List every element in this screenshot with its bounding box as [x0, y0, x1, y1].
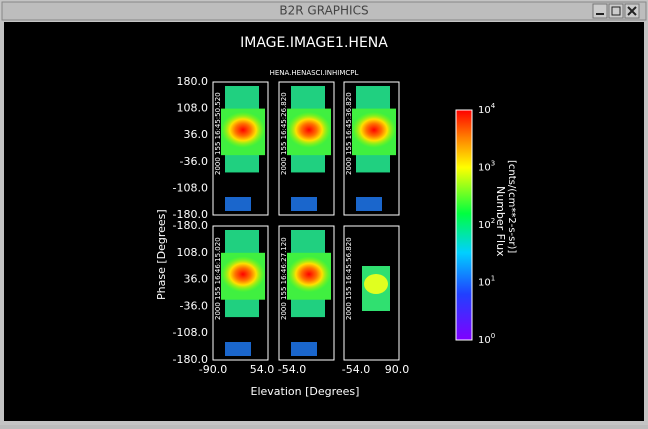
colorbar-label: 102 — [478, 217, 495, 231]
y-tick-label: 180.0 — [177, 75, 209, 88]
colorbar-label-exp: 0 — [491, 332, 495, 340]
y-tick-label: 36.0 — [184, 273, 209, 286]
colorbar-label: 101 — [478, 275, 495, 289]
panel-time: 2000 155 16:45:36.820 — [345, 92, 353, 175]
colorbar-label-base: 10 — [478, 278, 491, 289]
x-tick-label: 90.0 — [385, 363, 410, 376]
heat-core — [287, 256, 331, 293]
y-tick-label: 108.0 — [177, 246, 209, 259]
panel-time: 2000 155 16:46:27.120 — [280, 237, 288, 320]
colorbar — [455, 109, 473, 341]
plot-area: 2000 155 16:45:50.520 2000 155 16:45:26.8… — [173, 75, 496, 376]
panel-time: 2000 155 16:46:15.020 — [214, 237, 222, 320]
heat-tail — [356, 197, 382, 211]
panel: 2000 155 16:45:36.820 — [343, 81, 400, 216]
y-tick-label: 108.0 — [177, 102, 209, 115]
heat-core — [364, 274, 388, 294]
y-tick-label: -108.0 — [173, 326, 208, 339]
x-tick-label: 54.0 — [250, 363, 275, 376]
heat-core — [352, 111, 396, 148]
x-tick-label: -54.0 — [278, 363, 306, 376]
panel: 2000 155 16:46:15.020 — [212, 225, 269, 361]
colorbar-label: 103 — [478, 160, 495, 174]
window-title: B2R GRAPHICS — [279, 4, 368, 18]
panel: 2000 155 16:45:56.820 — [343, 225, 400, 361]
x-tick-label: -54.0 — [342, 363, 370, 376]
heat-core — [221, 256, 265, 293]
y-tick-label: -180.0 — [173, 353, 208, 366]
heat-core — [287, 111, 331, 148]
panel-time: 2000 155 16:45:26.820 — [280, 92, 288, 175]
colorbar-units: [cnts/(cm**2-s-sr)] — [506, 160, 517, 253]
colorbar-label-base: 10 — [478, 105, 491, 116]
y-label: Phase [Degrees] — [155, 209, 168, 300]
panel-time: 2000 155 16:45:50.520 — [214, 92, 222, 175]
y-tick-label: -36.0 — [180, 155, 208, 168]
colorbar-label-exp: 3 — [491, 160, 495, 168]
panel-time: 2000 155 16:45:56.820 — [345, 237, 353, 320]
title-bar — [1, 1, 647, 21]
y-tick-label: -108.0 — [173, 181, 208, 194]
colorbar-label-exp: 4 — [491, 102, 496, 110]
colorbar-label-exp: 2 — [491, 217, 495, 225]
heat-tail — [291, 197, 317, 211]
x-label: Elevation [Degrees] — [251, 385, 360, 398]
colorbar-label: 104 — [478, 102, 496, 116]
panel: 2000 155 16:45:50.520 — [212, 81, 269, 216]
y-tick-label: -180.0 — [173, 208, 208, 221]
colorbar-label-base: 10 — [478, 335, 491, 346]
y-tick-label: -180.0 — [173, 219, 208, 232]
y-tick-label: -36.0 — [180, 299, 208, 312]
heat-tail — [225, 197, 251, 211]
window-buttons[interactable] — [592, 3, 640, 19]
panel: 2000 155 16:45:26.820 — [278, 81, 335, 216]
heat-tail — [291, 342, 317, 356]
colorbar-label: 100 — [478, 332, 495, 346]
panel: 2000 155 16:46:27.120 — [278, 225, 335, 361]
colorbar-label-exp: 1 — [491, 275, 495, 283]
x-tick-label: -90.0 — [199, 363, 227, 376]
colorbar-label-base: 10 — [478, 220, 491, 231]
plot-title: IMAGE.IMAGE1.HENA — [240, 35, 388, 51]
y-tick-label: 36.0 — [184, 128, 209, 141]
colorbar-label-base: 10 — [478, 163, 491, 174]
heat-core — [221, 111, 265, 148]
colorbar-title: Number Flux — [494, 186, 507, 257]
plot-subtitle: HENA.HENASCI.INHIMCPL — [270, 69, 359, 77]
heat-tail — [225, 342, 251, 356]
